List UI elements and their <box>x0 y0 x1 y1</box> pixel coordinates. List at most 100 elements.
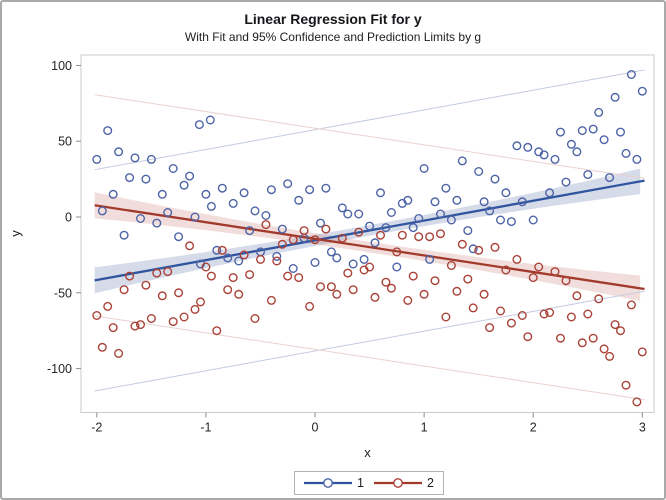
scatter-point <box>370 292 380 302</box>
scatter-point <box>141 174 151 184</box>
scatter-point <box>266 295 276 305</box>
prediction-limit-upper-group2 <box>94 94 645 179</box>
scatter-point <box>588 333 598 343</box>
scatter-point <box>556 333 566 343</box>
scatter-point <box>119 285 129 295</box>
scatter-point <box>130 321 140 331</box>
x-axis-tick-label: 2 <box>530 421 537 435</box>
scatter-point <box>605 351 615 361</box>
scatter-point <box>512 141 522 151</box>
plot-frame <box>80 54 655 413</box>
scatter-point <box>534 262 544 272</box>
scatter-point <box>103 126 113 136</box>
scatter-point <box>332 253 342 263</box>
scatter-point <box>194 120 204 130</box>
scatter-point <box>185 241 195 251</box>
legend-label-2: 2 <box>426 476 434 490</box>
legend-glyph-2 <box>373 478 422 488</box>
scatter-point <box>370 238 380 248</box>
scatter-point <box>452 195 462 205</box>
scatter-point <box>310 235 320 245</box>
scatter-point <box>425 254 435 264</box>
scatter-point <box>577 126 587 136</box>
scatter-point <box>92 154 102 164</box>
scatter-point <box>539 150 549 160</box>
scatter-point <box>332 289 342 299</box>
scatter-point <box>436 209 446 219</box>
scatter-point <box>425 232 435 242</box>
scatter-point <box>577 338 587 348</box>
scatter-point <box>179 180 189 190</box>
scatter-point <box>457 156 467 166</box>
scatter-point <box>103 301 113 311</box>
scatter-point <box>125 173 135 183</box>
scatter-point <box>157 189 167 199</box>
y-axis-tick-label: -50 <box>54 286 72 300</box>
scatter-point <box>594 294 604 304</box>
scatter-point <box>479 289 489 299</box>
scatter-point <box>501 265 511 275</box>
scatter-point <box>496 306 506 316</box>
scatter-point <box>125 271 135 281</box>
scatter-point <box>566 139 576 149</box>
scatter-point <box>337 203 347 213</box>
scatter-point <box>272 251 282 261</box>
scatter-point <box>446 261 456 271</box>
scatter-point <box>354 227 364 237</box>
scatter-point <box>616 127 626 137</box>
scatter-point <box>556 127 566 137</box>
scatter-point <box>419 163 429 173</box>
scatter-point <box>135 320 145 330</box>
y-axis-tick-label: 0 <box>65 211 72 225</box>
legend-item-1: 1 <box>304 476 364 490</box>
x-axis-tick-label: 0 <box>312 421 319 435</box>
scatter-point <box>637 347 647 357</box>
scatter-point <box>272 256 282 266</box>
scatter-point <box>485 323 495 333</box>
scatter-point <box>228 273 238 283</box>
scatter-point <box>632 154 642 164</box>
scatter-point <box>299 226 309 236</box>
scatter-point <box>163 207 173 217</box>
scatter-point <box>326 282 336 292</box>
y-axis-label: y <box>7 230 23 237</box>
scatter-point <box>223 253 233 263</box>
x-axis-label: x <box>364 445 371 460</box>
scatter-point <box>114 147 124 157</box>
scatter-point <box>490 174 500 184</box>
scatter-point <box>245 270 255 280</box>
scatter-point <box>381 277 391 287</box>
scatter-point <box>305 301 315 311</box>
scatter-point <box>206 201 216 211</box>
scatter-point <box>474 166 484 176</box>
scatter-point <box>294 195 304 205</box>
scatter-point <box>523 332 533 342</box>
scatter-point <box>637 86 647 96</box>
scatter-point <box>108 189 118 199</box>
scatter-point <box>206 271 216 281</box>
x-axis-tick-label: -2 <box>91 421 102 435</box>
scatter-point <box>185 171 195 181</box>
scatter-point <box>288 264 298 274</box>
scatter-point <box>408 271 418 281</box>
scatter-point <box>463 274 473 284</box>
scatter-point <box>392 262 402 272</box>
scatter-point <box>337 233 347 243</box>
scatter-point <box>528 215 538 225</box>
y-axis-tick-label: 50 <box>58 135 72 149</box>
scatter-point <box>610 320 620 330</box>
scatter-point <box>621 380 631 390</box>
scatter-point <box>616 326 626 336</box>
scatter-point <box>152 218 162 228</box>
scatter-point <box>561 276 571 286</box>
x-axis-tick-label: 3 <box>639 421 646 435</box>
scatter-point <box>92 311 102 321</box>
chart-subtitle: With Fit and 95% Confidence and Predicti… <box>184 30 482 44</box>
scatter-point <box>588 124 598 134</box>
scatter-point <box>566 312 576 322</box>
scatter-point <box>250 314 260 324</box>
scatter-point <box>610 92 620 102</box>
scatter-point <box>205 115 215 125</box>
